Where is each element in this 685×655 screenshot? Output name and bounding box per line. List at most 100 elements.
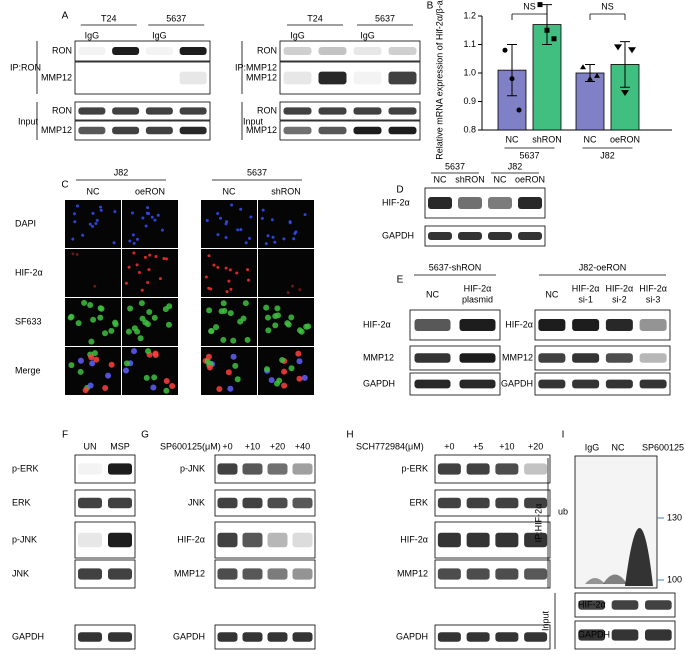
column-label: NC xyxy=(87,186,100,196)
input-label: Input xyxy=(243,116,264,126)
data-point xyxy=(502,47,508,53)
lane-label: HIF-2α xyxy=(572,283,600,293)
cell xyxy=(272,322,279,329)
cell xyxy=(294,230,298,234)
smear xyxy=(585,578,605,584)
cell xyxy=(230,203,234,207)
cell xyxy=(112,241,116,245)
band xyxy=(639,319,667,331)
row-label: GAPDH xyxy=(12,631,44,641)
cell xyxy=(75,204,79,208)
cell xyxy=(268,377,275,384)
band xyxy=(466,632,490,642)
cell xyxy=(77,368,84,375)
band xyxy=(388,126,417,135)
band xyxy=(538,319,566,331)
row-label: RON xyxy=(52,45,72,55)
lane-label: SP600125 xyxy=(642,442,684,452)
band xyxy=(524,568,548,580)
band xyxy=(78,532,102,548)
annotation: NS xyxy=(601,1,614,11)
band xyxy=(437,532,461,548)
cell xyxy=(279,356,286,363)
row-label: HIF-2α xyxy=(177,534,205,544)
panel-label: H xyxy=(346,430,353,441)
row-label: MMP12 xyxy=(41,125,72,135)
lane-label: NC xyxy=(434,174,447,184)
lane-label: NC xyxy=(494,174,507,184)
row-label: SF633 xyxy=(15,316,42,326)
lane-label: +40 xyxy=(295,441,310,451)
cell xyxy=(89,360,96,367)
band xyxy=(572,353,600,363)
band xyxy=(645,629,672,641)
cell xyxy=(81,299,88,306)
band xyxy=(242,568,263,580)
cell xyxy=(123,360,130,367)
row-label: GAPDH xyxy=(501,378,533,388)
band xyxy=(108,463,132,475)
error-bar xyxy=(620,41,630,88)
cell xyxy=(274,305,281,312)
lane-label: si-2 xyxy=(612,294,627,304)
cell xyxy=(138,300,145,307)
cell xyxy=(144,321,151,328)
cell xyxy=(249,215,253,219)
band xyxy=(78,107,106,115)
cell xyxy=(153,218,157,222)
cell xyxy=(146,309,153,316)
lane-label: +20 xyxy=(528,441,543,451)
band xyxy=(292,497,313,509)
cell xyxy=(71,237,75,241)
group-label: J82 xyxy=(508,161,523,171)
cell xyxy=(263,304,270,311)
cell xyxy=(229,287,233,291)
cell xyxy=(296,358,303,365)
band xyxy=(353,126,382,135)
lane-label: HIF-2α xyxy=(464,283,492,293)
cell xyxy=(224,236,228,240)
band xyxy=(145,107,173,115)
cell xyxy=(164,257,168,261)
band xyxy=(217,497,238,509)
group-label: T24 xyxy=(101,13,117,23)
micrograph xyxy=(65,200,121,248)
cell xyxy=(163,387,170,394)
data-point xyxy=(628,47,636,54)
row-label: ERK xyxy=(409,497,428,507)
data-point xyxy=(621,89,629,96)
row-label: GAPDH xyxy=(396,631,428,641)
row-label: p-JNK xyxy=(180,463,205,473)
cell xyxy=(156,213,160,217)
band xyxy=(388,71,417,85)
row-label: HIF-2α xyxy=(400,534,428,544)
band xyxy=(318,126,347,135)
group-label: 5637 xyxy=(375,13,395,23)
x-tick-label: shRON xyxy=(532,134,562,144)
error-bar xyxy=(542,4,552,45)
cell xyxy=(150,384,157,391)
band xyxy=(437,497,461,509)
y-tick-label: 1.1 xyxy=(463,39,476,49)
band xyxy=(495,497,519,509)
cell xyxy=(132,241,136,245)
band xyxy=(459,353,496,363)
band xyxy=(108,497,132,509)
cell xyxy=(288,314,295,321)
y-tick-label: 0.8 xyxy=(463,124,476,134)
cell xyxy=(296,375,303,382)
band xyxy=(578,629,605,641)
band xyxy=(283,107,312,115)
row-label: GAPDH xyxy=(363,378,395,388)
cell xyxy=(208,327,215,334)
cell xyxy=(169,382,176,389)
band xyxy=(292,568,313,580)
group-label: 5637 xyxy=(445,161,465,171)
column-label: NC xyxy=(223,186,236,196)
band xyxy=(518,197,542,209)
band xyxy=(283,126,312,135)
group-label: J82 xyxy=(600,150,615,160)
group-label: 5637 xyxy=(519,150,539,160)
column-label: shRON xyxy=(271,186,301,196)
band xyxy=(428,197,452,209)
